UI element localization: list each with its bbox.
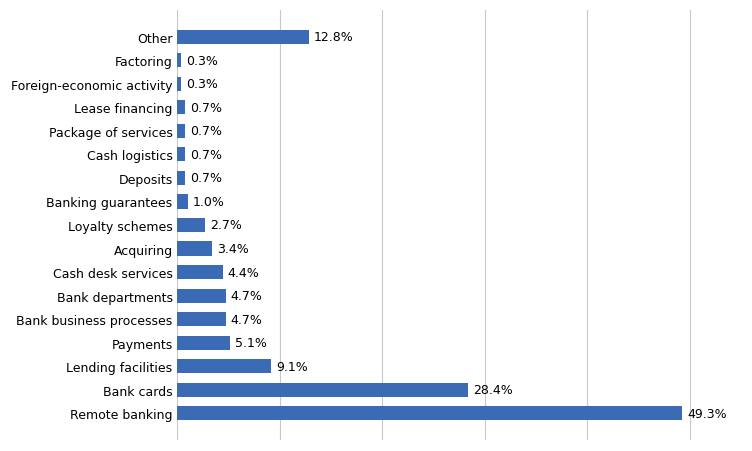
Text: 0.3%: 0.3%	[186, 55, 217, 68]
Text: 4.7%: 4.7%	[231, 313, 262, 326]
Text: 4.4%: 4.4%	[228, 266, 259, 279]
Bar	[177, 148, 185, 162]
Text: 0.7%: 0.7%	[190, 172, 222, 185]
Text: 9.1%: 9.1%	[276, 360, 308, 373]
Text: 0.3%: 0.3%	[186, 78, 217, 91]
Bar	[177, 336, 229, 350]
Bar	[177, 383, 468, 397]
Bar	[177, 289, 226, 303]
Text: 5.1%: 5.1%	[235, 336, 267, 350]
Bar	[177, 54, 180, 68]
Text: 0.7%: 0.7%	[190, 125, 222, 138]
Bar	[177, 31, 308, 45]
Text: 1.0%: 1.0%	[193, 196, 225, 208]
Bar	[177, 195, 188, 209]
Bar	[177, 78, 180, 92]
Bar	[177, 218, 205, 233]
Text: 3.4%: 3.4%	[217, 243, 249, 255]
Text: 28.4%: 28.4%	[474, 383, 514, 396]
Bar	[177, 406, 683, 420]
Text: 0.7%: 0.7%	[190, 148, 222, 161]
Text: 0.7%: 0.7%	[190, 101, 222, 115]
Text: 4.7%: 4.7%	[231, 290, 262, 303]
Text: 2.7%: 2.7%	[211, 219, 242, 232]
Bar	[177, 171, 185, 185]
Bar	[177, 242, 212, 256]
Text: 49.3%: 49.3%	[687, 407, 727, 420]
Text: 12.8%: 12.8%	[314, 31, 353, 44]
Bar	[177, 313, 226, 327]
Bar	[177, 101, 185, 115]
Bar	[177, 359, 271, 373]
Bar	[177, 124, 185, 138]
Bar	[177, 266, 223, 280]
